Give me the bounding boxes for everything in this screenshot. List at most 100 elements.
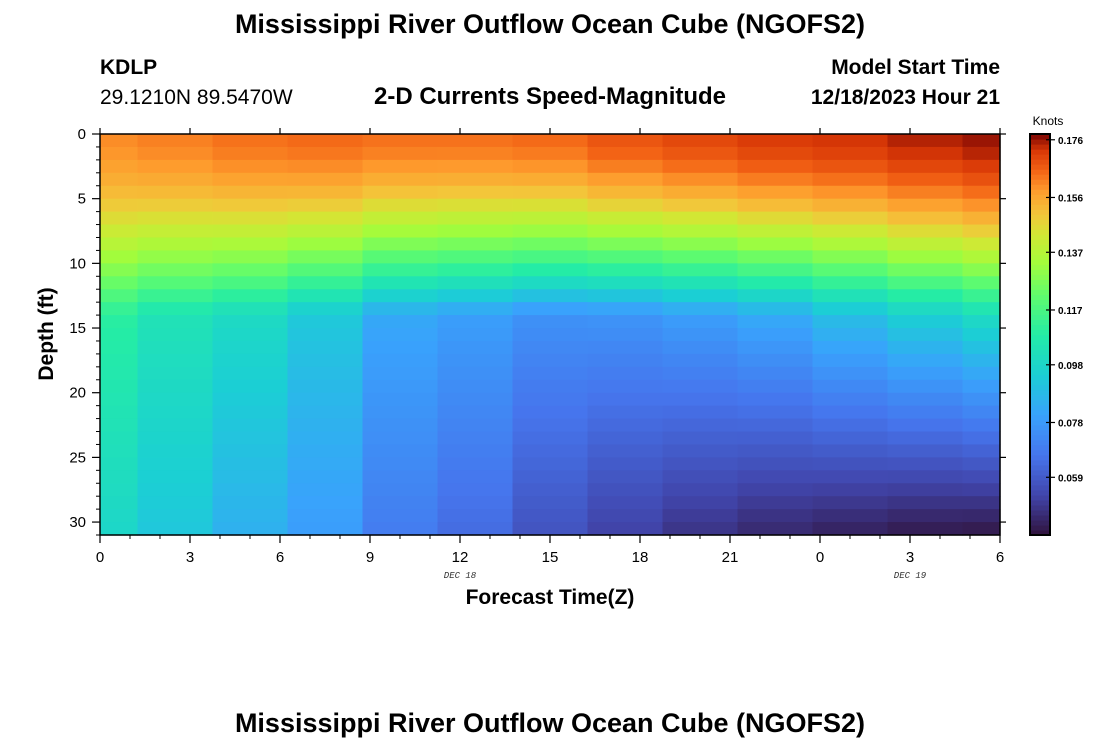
- heatmap-cell: [812, 172, 889, 187]
- heatmap-cell: [287, 224, 364, 239]
- heatmap-cell: [212, 353, 289, 368]
- colorbar-segment: [1030, 464, 1050, 471]
- heatmap-cell: [362, 146, 439, 161]
- heatmap-cell: [812, 418, 889, 433]
- heatmap-cell: [512, 470, 589, 484]
- colorbar-segment: [1030, 329, 1050, 336]
- heatmap-cell: [587, 172, 664, 187]
- x-tick-label: 0: [816, 549, 824, 566]
- heatmap-cell: [512, 405, 589, 420]
- heatmap-cell: [887, 392, 964, 407]
- colorbar-tick-label: 0.156: [1058, 193, 1083, 204]
- colorbar-segment: [1030, 529, 1050, 536]
- heatmap-cell: [962, 185, 1001, 200]
- heatmap-cell: [962, 483, 1001, 497]
- heatmap-cell: [662, 392, 739, 407]
- heatmap-cell: [287, 289, 364, 303]
- heatmap-cell: [437, 211, 514, 226]
- heatmap-cell: [137, 289, 214, 303]
- heatmap-cell: [587, 134, 664, 148]
- x-tick-label: 6: [276, 549, 284, 566]
- heatmap-cell: [137, 276, 214, 290]
- heatmap-cell: [512, 315, 589, 329]
- heatmap-cell: [587, 211, 664, 226]
- heatmap-cell: [737, 237, 814, 252]
- heatmap-cell: [437, 340, 514, 355]
- heatmap-cell: [887, 340, 964, 355]
- heatmap-cell: [737, 353, 814, 368]
- heatmap-cell: [587, 159, 664, 174]
- heatmap-cell: [662, 328, 739, 342]
- heatmap-cell: [287, 159, 364, 174]
- heatmap-cell: [812, 146, 889, 161]
- colorbar-segment: [1030, 154, 1050, 160]
- heatmap-cell: [587, 509, 664, 523]
- x-tick-label: 9: [366, 549, 374, 566]
- heatmap-cell: [362, 457, 439, 471]
- heatmap-cell: [587, 340, 664, 355]
- heatmap-cell: [100, 237, 139, 252]
- colorbar-segment: [1030, 474, 1050, 481]
- heatmap-cell: [812, 379, 889, 394]
- heatmap-cell: [212, 431, 289, 446]
- y-tick-label: 25: [69, 449, 86, 466]
- colorbar-segment: [1030, 164, 1050, 170]
- heatmap-cell: [137, 496, 214, 510]
- heatmap-cell: [362, 224, 439, 239]
- heatmap-cell: [662, 483, 739, 497]
- heatmap-cell: [812, 444, 889, 458]
- heatmap-cell: [887, 289, 964, 303]
- heatmap-cell: [512, 418, 589, 433]
- heatmap-cell: [812, 431, 889, 446]
- heatmap-cell: [137, 379, 214, 394]
- colorbar-segment: [1030, 349, 1050, 356]
- heatmap-cell: [737, 134, 814, 148]
- heatmap-cell: [512, 159, 589, 174]
- heatmap-cell: [137, 134, 214, 148]
- heatmap-cell: [812, 483, 889, 497]
- colorbar-segment: [1030, 279, 1050, 285]
- heatmap-cell: [287, 379, 364, 394]
- heatmap-cell: [212, 211, 289, 226]
- heatmap-cell: [662, 340, 739, 355]
- heatmap-cell: [512, 302, 589, 316]
- heatmap-cell: [362, 340, 439, 355]
- heatmap-cell: [962, 198, 1001, 213]
- heatmap-cell: [137, 522, 214, 536]
- heatmap-cell: [212, 159, 289, 174]
- x-tick-label: 18: [632, 549, 649, 566]
- heatmap-cell: [437, 392, 514, 407]
- heatmap-cell: [587, 496, 664, 510]
- colorbar-segment: [1030, 139, 1050, 145]
- heatmap-cell: [662, 405, 739, 420]
- heatmap-cell: [512, 237, 589, 252]
- colorbar-segment: [1030, 284, 1050, 290]
- heatmap-cell: [512, 431, 589, 446]
- heatmap-cell: [437, 366, 514, 381]
- heatmap-cell: [287, 237, 364, 252]
- colorbar-segment: [1030, 259, 1050, 265]
- heatmap-cell: [812, 250, 889, 264]
- heatmap-cell: [512, 328, 589, 342]
- colorbar-segment: [1030, 424, 1050, 431]
- y-axis-title: Depth (ft): [35, 287, 58, 380]
- heatmap-cell: [887, 483, 964, 497]
- heatmap-cell: [212, 328, 289, 342]
- heatmap-cell: [437, 444, 514, 458]
- heatmap-cell: [962, 172, 1001, 187]
- heatmap-cell: [287, 315, 364, 329]
- colorbar-segment: [1030, 399, 1050, 406]
- heatmap-cell: [212, 496, 289, 510]
- colorbar-segment: [1030, 374, 1050, 381]
- heatmap-cell: [812, 457, 889, 471]
- heatmap-cell: [137, 457, 214, 471]
- colorbar-segment: [1030, 274, 1050, 280]
- colorbar-tick-label: 0.078: [1058, 418, 1083, 429]
- heatmap-cell: [100, 172, 139, 187]
- heatmap-cell: [662, 444, 739, 458]
- colorbar-segment: [1030, 134, 1050, 140]
- heatmap-cell: [137, 392, 214, 407]
- heatmap-cell: [287, 444, 364, 458]
- heatmap-cell: [812, 353, 889, 368]
- heatmap-cell: [887, 418, 964, 433]
